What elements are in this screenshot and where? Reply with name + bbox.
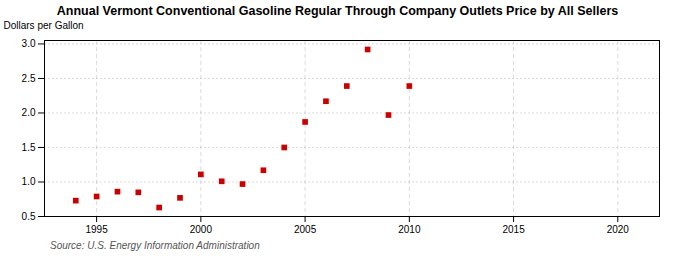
svg-text:1995: 1995 (85, 224, 108, 235)
svg-text:3.0: 3.0 (22, 38, 36, 49)
svg-text:Dollars per Gallon: Dollars per Gallon (4, 20, 84, 31)
html-text:Source: U.S. Energy Informatio: Source: U.S. Energy Information Administ… (50, 240, 260, 251)
svg-text:2000: 2000 (190, 224, 213, 235)
svg-text:2005: 2005 (294, 224, 317, 235)
svg-text:1.0: 1.0 (22, 176, 36, 187)
svg-text:2.0: 2.0 (22, 107, 36, 118)
svg-text:2020: 2020 (607, 224, 630, 235)
html-text:Annual Vermont Conventional Ga: Annual Vermont Conventional Gasoline Reg… (56, 4, 619, 18)
svg-text:0.5: 0.5 (22, 211, 36, 222)
svg-text:2010: 2010 (398, 224, 421, 235)
svg-text:1.5: 1.5 (22, 142, 36, 153)
svg-text:2015: 2015 (502, 224, 525, 235)
svg-text:2.5: 2.5 (22, 73, 36, 84)
